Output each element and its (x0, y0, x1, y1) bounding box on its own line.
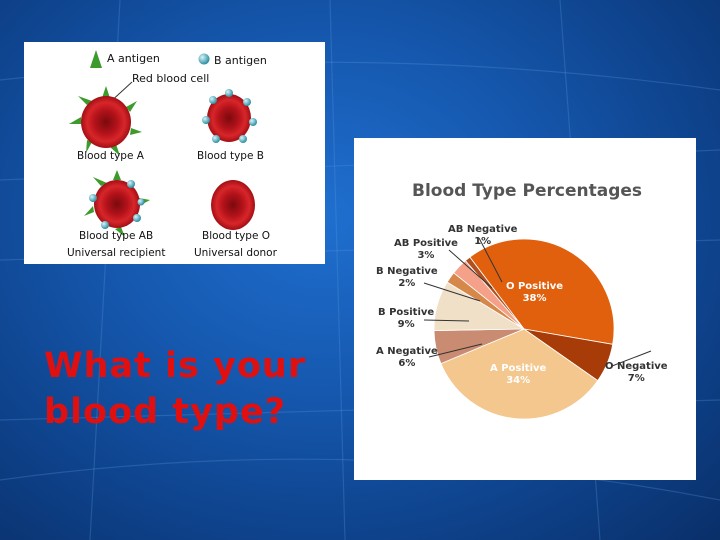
question-line-1: What is your (44, 346, 307, 386)
question-line-2: blood type? (44, 392, 287, 432)
chart-title: Blood Type Percentages (412, 181, 643, 201)
cell-sub-o: Universal donor (194, 247, 277, 259)
b-antigen-legend-icon (198, 53, 210, 65)
cell-caption-b: Blood type B (197, 150, 264, 162)
blood-type-chart-panel: Blood Type Percentages O Positive 38% O N… (354, 138, 696, 480)
antigen-diagram-panel: A antigen B antigen Red blood cell Blood… (24, 42, 325, 264)
label-o-positive: O Positive 38% (506, 281, 564, 304)
label-a-negative: A Negative 6% (376, 346, 438, 369)
cell-caption-o: Blood type O (202, 230, 271, 242)
a-antigen-legend-icon (90, 50, 102, 68)
pie-slice-a-positive (440, 328, 599, 420)
label-b-positive: B Positive 9% (378, 307, 435, 330)
leader-line-b-negative (423, 282, 481, 302)
label-ab-positive: AB Positive 3% (394, 238, 458, 261)
cell-type-ab (84, 170, 150, 237)
leader-line-ab-positive (448, 249, 493, 289)
cell-type-a (69, 86, 142, 156)
leader-line-a-negative (428, 343, 483, 358)
label-ab-negative: AB Negative 1% (448, 224, 518, 247)
cell-type-o (211, 180, 255, 230)
pie-chart (423, 237, 652, 420)
label-a-positive: A Positive 34% (490, 363, 547, 386)
label-b-negative: B Negative 2% (376, 266, 438, 289)
cell-sub-ab: Universal recipient (67, 247, 166, 259)
a-antigen-legend-label: A antigen (107, 52, 160, 65)
red-blood-cell-label: Red blood cell (132, 72, 210, 85)
pie-slice-o-positive (469, 238, 615, 345)
leader-line-b-positive (423, 319, 470, 322)
cell-caption-ab: Blood type AB (79, 230, 154, 242)
cell-caption-a: Blood type A (77, 150, 144, 162)
leader-line-ab-negative (478, 237, 503, 283)
b-antigen-legend-label: B antigen (214, 54, 267, 67)
antigen-diagram-art (69, 50, 257, 237)
cell-type-b (202, 89, 257, 143)
pie-slice-ab-negative (464, 256, 525, 330)
leader-line-o-negative (611, 350, 652, 367)
label-o-negative: O Negative 7% (605, 361, 668, 384)
